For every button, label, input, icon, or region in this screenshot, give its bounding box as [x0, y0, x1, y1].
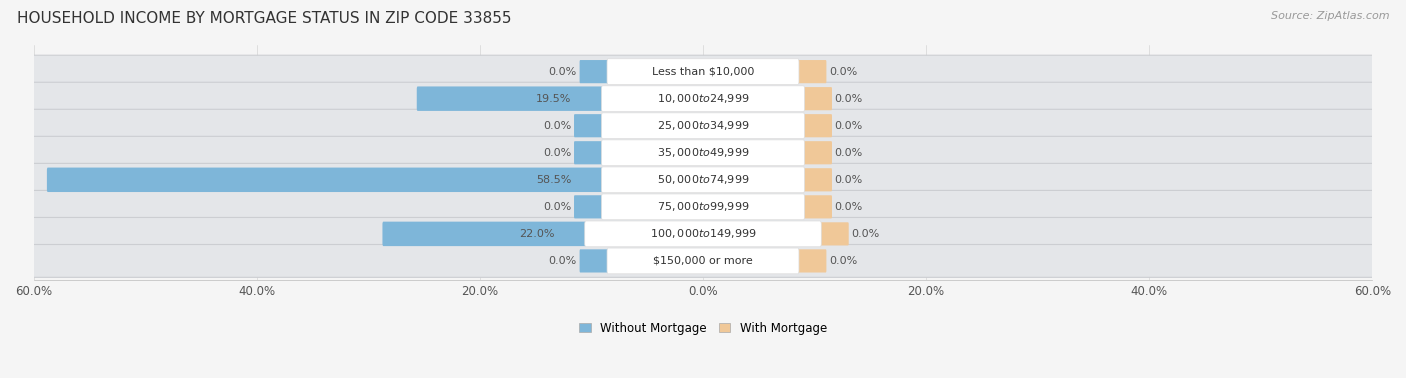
Text: Less than $10,000: Less than $10,000: [652, 67, 754, 77]
Text: 0.0%: 0.0%: [852, 229, 880, 239]
FancyBboxPatch shape: [27, 163, 1379, 196]
Text: 58.5%: 58.5%: [536, 175, 571, 185]
Text: $75,000 to $99,999: $75,000 to $99,999: [657, 200, 749, 213]
Text: 0.0%: 0.0%: [543, 121, 571, 131]
Text: 0.0%: 0.0%: [835, 121, 863, 131]
Text: 19.5%: 19.5%: [536, 94, 571, 104]
Text: $50,000 to $74,999: $50,000 to $74,999: [657, 173, 749, 186]
FancyBboxPatch shape: [797, 249, 827, 273]
Text: $10,000 to $24,999: $10,000 to $24,999: [657, 92, 749, 105]
FancyBboxPatch shape: [803, 87, 832, 110]
Text: 0.0%: 0.0%: [835, 175, 863, 185]
FancyBboxPatch shape: [803, 141, 832, 164]
FancyBboxPatch shape: [797, 60, 827, 83]
FancyBboxPatch shape: [803, 168, 832, 191]
Text: 0.0%: 0.0%: [830, 67, 858, 77]
Legend: Without Mortgage, With Mortgage: Without Mortgage, With Mortgage: [574, 317, 832, 339]
Text: 0.0%: 0.0%: [548, 256, 576, 266]
FancyBboxPatch shape: [602, 140, 804, 166]
FancyBboxPatch shape: [579, 60, 609, 83]
FancyBboxPatch shape: [46, 167, 603, 192]
Text: $150,000 or more: $150,000 or more: [654, 256, 752, 266]
FancyBboxPatch shape: [585, 221, 821, 247]
FancyBboxPatch shape: [574, 195, 603, 218]
Text: HOUSEHOLD INCOME BY MORTGAGE STATUS IN ZIP CODE 33855: HOUSEHOLD INCOME BY MORTGAGE STATUS IN Z…: [17, 11, 512, 26]
FancyBboxPatch shape: [27, 245, 1379, 277]
Text: 0.0%: 0.0%: [548, 67, 576, 77]
Text: 0.0%: 0.0%: [543, 202, 571, 212]
FancyBboxPatch shape: [574, 141, 603, 164]
FancyBboxPatch shape: [602, 167, 804, 193]
Text: Source: ZipAtlas.com: Source: ZipAtlas.com: [1271, 11, 1389, 21]
FancyBboxPatch shape: [27, 55, 1379, 88]
FancyBboxPatch shape: [382, 222, 586, 246]
FancyBboxPatch shape: [607, 59, 799, 85]
FancyBboxPatch shape: [416, 87, 603, 111]
FancyBboxPatch shape: [803, 114, 832, 137]
Text: 0.0%: 0.0%: [543, 148, 571, 158]
FancyBboxPatch shape: [27, 109, 1379, 142]
Text: $100,000 to $149,999: $100,000 to $149,999: [650, 228, 756, 240]
FancyBboxPatch shape: [574, 114, 603, 137]
FancyBboxPatch shape: [602, 194, 804, 220]
FancyBboxPatch shape: [27, 191, 1379, 223]
Text: $25,000 to $34,999: $25,000 to $34,999: [657, 119, 749, 132]
FancyBboxPatch shape: [27, 217, 1379, 250]
Text: 22.0%: 22.0%: [519, 229, 554, 239]
Text: 0.0%: 0.0%: [835, 94, 863, 104]
Text: 0.0%: 0.0%: [835, 202, 863, 212]
FancyBboxPatch shape: [602, 113, 804, 139]
Text: 0.0%: 0.0%: [835, 148, 863, 158]
FancyBboxPatch shape: [820, 222, 849, 245]
FancyBboxPatch shape: [607, 248, 799, 274]
FancyBboxPatch shape: [602, 86, 804, 112]
FancyBboxPatch shape: [579, 249, 609, 273]
FancyBboxPatch shape: [27, 82, 1379, 115]
Text: $35,000 to $49,999: $35,000 to $49,999: [657, 146, 749, 159]
Text: 0.0%: 0.0%: [830, 256, 858, 266]
FancyBboxPatch shape: [803, 195, 832, 218]
FancyBboxPatch shape: [27, 136, 1379, 169]
